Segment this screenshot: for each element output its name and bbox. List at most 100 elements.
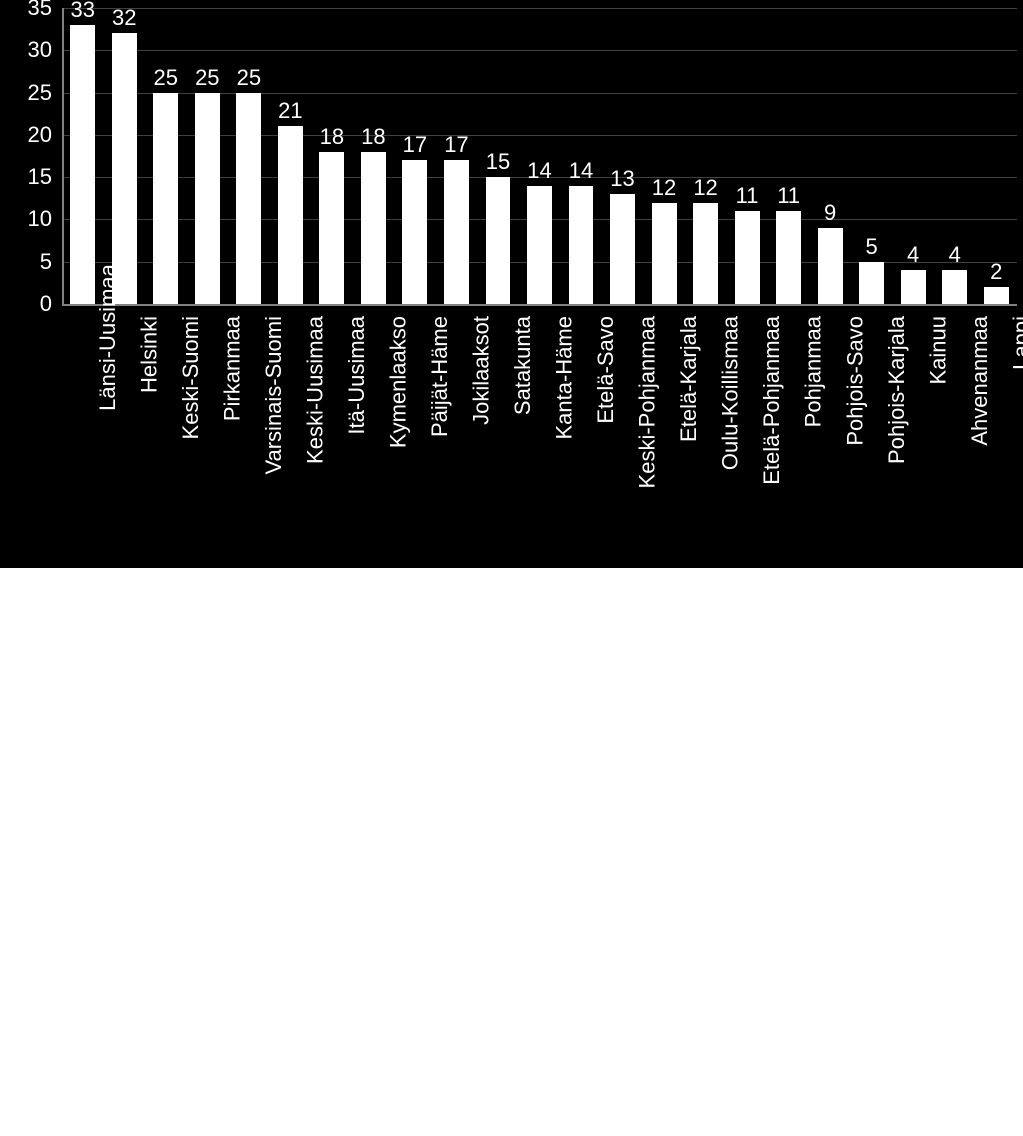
bar-chart: 05101520253035 3332252525211818171715141… bbox=[0, 0, 1023, 568]
bar: 25 bbox=[236, 93, 261, 304]
x-tick-label: Jokilaaksot bbox=[469, 316, 495, 785]
x-tick-label: Keski-Suomi bbox=[178, 316, 204, 494]
bar-slot: 14 bbox=[560, 8, 602, 304]
bar-slot: 18 bbox=[311, 8, 353, 304]
bar: 25 bbox=[195, 93, 220, 304]
bar-value-label: 4 bbox=[949, 242, 961, 268]
x-tick-label: Pohjanmaa bbox=[801, 316, 827, 1117]
x-tick-label: Pirkanmaa bbox=[219, 316, 245, 535]
bar-value-label: 18 bbox=[361, 124, 385, 150]
bar: 4 bbox=[942, 270, 967, 304]
bar-value-label: 4 bbox=[907, 242, 919, 268]
bar: 12 bbox=[652, 203, 677, 304]
x-tick-label: Ahvenanmaa bbox=[967, 316, 993, 1136]
bar: 33 bbox=[70, 25, 95, 304]
bar-slot: 25 bbox=[187, 8, 229, 304]
y-tick-label: 35 bbox=[0, 0, 52, 21]
bar-slot: 12 bbox=[643, 8, 685, 304]
bar: 14 bbox=[569, 186, 594, 304]
bar: 11 bbox=[735, 211, 760, 304]
bar-slot: 13 bbox=[602, 8, 644, 304]
x-tick-label: Keski-Uusimaa bbox=[302, 316, 328, 618]
bar-value-label: 12 bbox=[652, 175, 676, 201]
bar-slot: 12 bbox=[685, 8, 727, 304]
bar-slot: 15 bbox=[477, 8, 519, 304]
y-tick-label: 15 bbox=[0, 164, 52, 190]
bar-slot: 17 bbox=[436, 8, 478, 304]
bar-value-label: 14 bbox=[569, 158, 593, 184]
bar-slot: 11 bbox=[768, 8, 810, 304]
x-tick-label: Pohjois-Karjala bbox=[884, 316, 910, 1136]
bar: 9 bbox=[818, 228, 843, 304]
bar-slot: 32 bbox=[104, 8, 146, 304]
bar-value-label: 12 bbox=[693, 175, 717, 201]
bar-value-label: 15 bbox=[486, 149, 510, 175]
bar-value-label: 14 bbox=[527, 158, 551, 184]
bar-slot: 17 bbox=[394, 8, 436, 304]
bar: 12 bbox=[693, 203, 718, 304]
x-tick-label: Satakunta bbox=[510, 316, 536, 826]
bar-value-label: 13 bbox=[610, 166, 634, 192]
y-tick-label: 5 bbox=[0, 249, 52, 275]
bar: 4 bbox=[901, 270, 926, 304]
x-tick-label: Etelä-Pohjanmaa bbox=[759, 316, 785, 1075]
bar: 17 bbox=[402, 160, 427, 304]
bar-slot: 4 bbox=[892, 8, 934, 304]
bar-value-label: 9 bbox=[824, 200, 836, 226]
x-tick-label: Kanta-Häme bbox=[552, 316, 578, 868]
x-tick-label: Kainuu bbox=[925, 316, 951, 1136]
bar-value-label: 5 bbox=[866, 234, 878, 260]
bar-value-label: 11 bbox=[777, 183, 800, 209]
bar: 17 bbox=[444, 160, 469, 304]
y-tick-label: 0 bbox=[0, 291, 52, 317]
y-tick-label: 20 bbox=[0, 122, 52, 148]
x-tick-label: Kymenlaakso bbox=[386, 316, 412, 702]
bar: 18 bbox=[319, 152, 344, 304]
bar-value-label: 32 bbox=[112, 5, 136, 31]
x-axis-line bbox=[62, 304, 1017, 306]
bar: 13 bbox=[610, 194, 635, 304]
bar-value-label: 33 bbox=[71, 0, 95, 23]
bar: 18 bbox=[361, 152, 386, 304]
bar-slot: 4 bbox=[934, 8, 976, 304]
x-tick-label: Etelä-Karjala bbox=[676, 316, 702, 992]
bar-value-label: 17 bbox=[403, 132, 427, 158]
y-tick-label: 10 bbox=[0, 206, 52, 232]
bar: 2 bbox=[984, 287, 1009, 304]
bar-value-label: 21 bbox=[278, 98, 302, 124]
x-tick-label: Päijät-Häme bbox=[427, 316, 453, 743]
bar-slot: 25 bbox=[145, 8, 187, 304]
bar: 14 bbox=[527, 186, 552, 304]
y-tick-label: 30 bbox=[0, 37, 52, 63]
bar-slot: 25 bbox=[228, 8, 270, 304]
bar: 5 bbox=[859, 262, 884, 304]
bar: 15 bbox=[486, 177, 511, 304]
x-tick-label: Länsi-Uusimaa bbox=[95, 316, 121, 411]
bar: 21 bbox=[278, 126, 303, 304]
bar-value-label: 2 bbox=[990, 259, 1002, 285]
bar-value-label: 25 bbox=[195, 65, 219, 91]
bar-slot: 5 bbox=[851, 8, 893, 304]
x-tick-label: Varsinais-Suomi bbox=[261, 316, 287, 577]
bar: 11 bbox=[776, 211, 801, 304]
bar-value-label: 25 bbox=[154, 65, 178, 91]
bar-slot: 2 bbox=[975, 8, 1017, 304]
bar-slot: 9 bbox=[809, 8, 851, 304]
bar-value-label: 18 bbox=[320, 124, 344, 150]
bar-value-label: 11 bbox=[736, 183, 759, 209]
x-tick-label: Oulu-Koillismaa bbox=[718, 316, 744, 1034]
bar-slot: 21 bbox=[270, 8, 312, 304]
x-tick-label: Pohjois-Savo bbox=[842, 316, 868, 1136]
bar-slot: 14 bbox=[519, 8, 561, 304]
bar: 25 bbox=[153, 93, 178, 304]
bar-value-label: 17 bbox=[444, 132, 468, 158]
x-tick-label: Lappi bbox=[1008, 316, 1023, 1136]
bars-container: 3332252525211818171715141413121211119544… bbox=[62, 8, 1017, 304]
bar-slot: 33 bbox=[62, 8, 104, 304]
x-tick-label: Itä-Uusimaa bbox=[344, 316, 370, 660]
x-tick-label: Helsinki bbox=[136, 316, 162, 452]
bar-slot: 18 bbox=[353, 8, 395, 304]
y-tick-label: 25 bbox=[0, 80, 52, 106]
bar-slot: 11 bbox=[726, 8, 768, 304]
x-tick-label: Etelä-Savo bbox=[593, 316, 619, 909]
